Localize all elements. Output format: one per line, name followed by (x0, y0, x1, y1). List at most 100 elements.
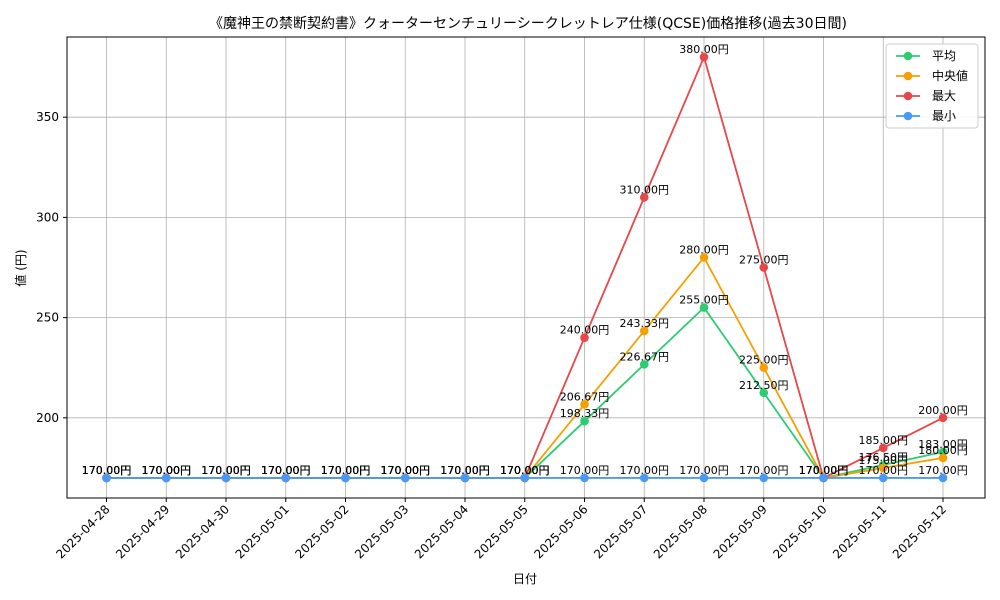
data-label: 170.00円 (799, 464, 849, 477)
data-labels: 170.00円 170.00円 170.00円 170.00円 170.00円 170.0… (82, 43, 968, 477)
legend-box (885, 43, 979, 129)
data-label: 183.00円 (918, 438, 968, 451)
legend-marker (903, 111, 913, 121)
data-label: 170.00円 (918, 464, 968, 477)
data-label: 243.33円 (620, 317, 670, 330)
x-axis-ticks: 2025-04-28 2025-04-29 2025-04-30 2025-05-01… (53, 498, 949, 561)
plot-frame (66, 36, 986, 499)
data-label: 170.00円 (142, 464, 192, 477)
data-point (878, 443, 888, 453)
legend-label: 最大 (932, 89, 956, 103)
y-tick-label: 200 (36, 411, 59, 425)
x-tick-label: 2025-05-02 (292, 502, 351, 561)
legend-label: 最小 (932, 109, 956, 123)
series-group (102, 52, 948, 483)
data-label: 170.00円 (321, 464, 371, 477)
data-label: 170.00円 (261, 464, 311, 477)
data-label: 170.00円 (679, 464, 729, 477)
data-point (161, 473, 171, 483)
data-point (520, 473, 530, 483)
data-label: 170.00円 (201, 464, 251, 477)
x-tick-label: 2025-05-10 (770, 502, 829, 561)
data-label: 255.00円 (679, 294, 729, 307)
x-tick-label: 2025-05-06 (531, 502, 590, 561)
x-tick-label: 2025-05-09 (711, 502, 770, 561)
data-label: 206.67円 (560, 390, 610, 403)
data-label: 170.00円 (321, 464, 371, 477)
data-label: 170.00円 (142, 464, 192, 477)
data-label: 170.00円 (261, 464, 311, 477)
y-tick-label: 250 (36, 311, 59, 325)
data-label: 170.00円 (201, 464, 251, 477)
data-point (938, 413, 948, 423)
data-point (938, 473, 948, 483)
x-tick-label: 2025-05-07 (591, 502, 650, 561)
legend-marker (903, 91, 913, 101)
data-label: 170.00円 (381, 464, 431, 477)
data-label: 170.00円 (82, 464, 132, 477)
data-point (400, 473, 410, 483)
data-point (878, 463, 888, 473)
x-tick-label: 2025-05-04 (412, 502, 471, 561)
data-label: 170.00円 (440, 464, 490, 477)
data-point (759, 388, 769, 398)
data-point (580, 416, 589, 426)
data-point (639, 360, 649, 369)
data-label: 170.00円 (799, 464, 849, 477)
data-label: 170.00円 (500, 464, 550, 477)
data-label: 180.00円 (918, 444, 968, 457)
data-point (221, 473, 231, 483)
x-tick-label: 2025-05-08 (651, 502, 710, 561)
x-tick-label: 2025-04-30 (173, 502, 232, 561)
data-label: 170.00円 (500, 464, 550, 477)
data-point (460, 473, 470, 483)
y-tick-label: 350 (36, 110, 59, 124)
data-point (699, 303, 709, 312)
data-point (341, 473, 350, 483)
data-label: 380.00円 (679, 43, 729, 56)
data-label: 170.00円 (799, 464, 849, 477)
data-point (639, 473, 649, 483)
data-point (878, 473, 888, 483)
data-label: 275.00円 (739, 254, 789, 267)
data-point (580, 333, 589, 342)
y-axis-ticks: 200 250 300 350 (36, 110, 67, 425)
grid (67, 37, 985, 498)
chart-title: 《魔神王の禁断契約書》クォーターセンチュリーシークレットレア仕様(QCSE)価格… (209, 16, 847, 32)
data-label: 200.00円 (918, 404, 968, 417)
x-axis-label: 日付 (513, 572, 537, 586)
data-label: 225.00円 (739, 354, 789, 367)
data-label: 170.00円 (560, 464, 610, 477)
data-label: 170.00円 (261, 464, 311, 477)
data-label: 170.00円 (82, 464, 132, 477)
data-point (938, 447, 948, 457)
data-point (819, 473, 828, 483)
x-tick-label: 2025-04-28 (53, 502, 112, 561)
data-label: 170.00円 (500, 464, 550, 477)
data-label: 176.50円 (859, 451, 909, 464)
data-point (699, 253, 709, 262)
x-tick-label: 2025-05-05 (472, 502, 531, 561)
x-tick-label: 2025-05-12 (890, 502, 949, 561)
data-point (759, 363, 769, 373)
data-label: 170.00円 (201, 464, 251, 477)
data-label: 170.00円 (142, 464, 192, 477)
data-label: 170.00円 (500, 464, 550, 477)
data-label: 170.00円 (142, 464, 192, 477)
data-label: 170.00円 (82, 464, 132, 477)
data-label: 170.00円 (321, 464, 371, 477)
data-label: 170.00円 (440, 464, 490, 477)
y-axis-label: 値 (円) (13, 249, 28, 286)
data-label: 198.33円 (560, 407, 610, 420)
x-tick-label: 2025-05-11 (830, 502, 889, 561)
data-point (938, 453, 948, 463)
x-tick-label: 2025-04-29 (113, 502, 172, 561)
legend-label: 中央値 (932, 68, 968, 83)
data-point (699, 473, 709, 483)
data-label: 310.00円 (620, 183, 670, 196)
data-point (281, 473, 291, 483)
data-label: 170.00円 (799, 464, 849, 477)
data-label: 170.00円 (381, 464, 431, 477)
